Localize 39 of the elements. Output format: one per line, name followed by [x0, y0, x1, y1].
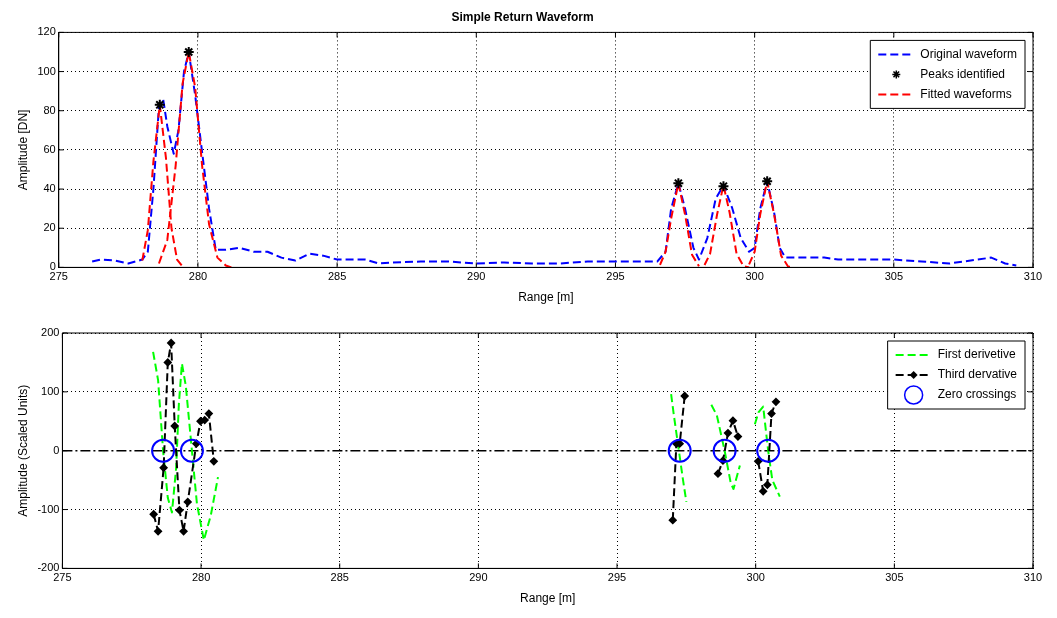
- legend-label: Zero crossings: [937, 387, 1017, 402]
- x-tick-label: 295: [607, 571, 627, 584]
- x-tick-label: 280: [191, 571, 211, 584]
- x-tick-label: 275: [49, 270, 68, 283]
- x-tick-label: 300: [746, 571, 765, 584]
- legend-label: Peaks identified: [920, 66, 1006, 81]
- y-tick-label: 80: [43, 103, 56, 116]
- y-tick-label: -100: [37, 502, 60, 515]
- x-tick-label: 300: [745, 270, 764, 283]
- y-tick-label: 60: [43, 142, 56, 155]
- x-tick-label: 310: [1023, 571, 1043, 584]
- y-tick-label: -200: [37, 561, 60, 574]
- x-tick-label: 280: [188, 270, 208, 283]
- y-tick-label: 120: [37, 25, 56, 38]
- y-tick-label: 200: [41, 326, 60, 339]
- legend-label: Fitted waveforms: [920, 86, 1012, 101]
- legend-label: Original waveform: [920, 46, 1018, 61]
- y-tick-label: 0: [53, 443, 60, 456]
- y-axis-title: Amplitude [DN]: [15, 109, 30, 191]
- legend-label: Third dervative: [937, 367, 1018, 382]
- x-tick-label: 290: [469, 571, 488, 584]
- y-tick-label: 20: [43, 221, 56, 234]
- y-tick-label: 100: [37, 64, 56, 77]
- chart-title: Simple Return Waveform: [451, 9, 594, 24]
- x-axis-title: Range [m]: [518, 290, 574, 305]
- x-tick-label: 310: [1023, 270, 1043, 283]
- x-tick-label: 305: [884, 270, 903, 283]
- x-tick-label: 285: [330, 571, 349, 584]
- x-tick-label: 290: [467, 270, 486, 283]
- x-axis-title: Range [m]: [520, 591, 576, 606]
- y-tick-label: 100: [41, 384, 60, 397]
- x-tick-label: 285: [327, 270, 347, 283]
- legend-label: First derivetive: [937, 347, 1016, 362]
- x-tick-label: 275: [53, 571, 72, 584]
- y-axis-title: Amplitude (Scaled Units): [15, 384, 30, 517]
- x-tick-label: 295: [606, 270, 625, 283]
- x-tick-label: 305: [885, 571, 904, 584]
- y-tick-label: 0: [49, 260, 56, 273]
- y-tick-label: 40: [43, 182, 56, 195]
